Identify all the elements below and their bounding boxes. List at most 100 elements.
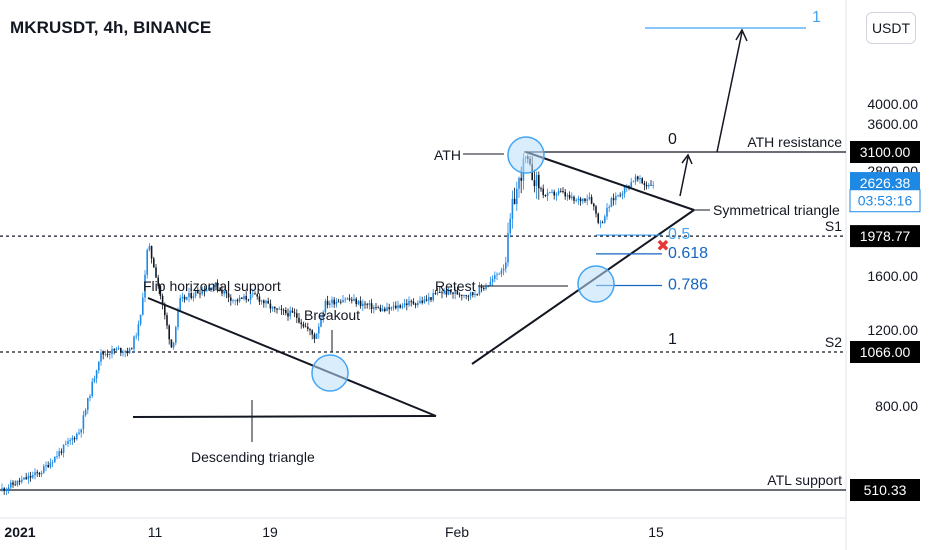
candle-body [399,305,401,308]
price-label-atl: 510.33 [850,479,920,501]
level-label-s1: S1 [825,218,842,234]
candle-body [436,292,439,294]
candle-body [157,277,159,287]
candle-body [225,291,228,294]
candle-body [392,305,395,308]
candle-body [311,330,313,335]
candle-body [89,396,91,399]
candle-body [595,206,597,214]
candle-body [648,184,650,187]
candle-body [21,479,23,482]
candle-body [232,300,234,302]
candle-body [566,195,569,197]
fib-label: 0.618 [668,245,708,262]
candle-body [148,245,151,250]
candle-body [293,312,296,314]
candle-body [54,456,56,463]
candle-body [179,297,181,311]
highlight-circle [507,136,545,174]
candle-body [575,200,577,201]
candle-body [320,318,322,327]
candle-body [652,185,654,186]
candle-body [168,325,170,340]
candle-body [557,190,560,194]
price-label-ath: 3100.00 [850,141,920,163]
candle-body [58,451,60,457]
currency-button[interactable]: USDT [866,12,916,44]
candle-body [159,286,162,296]
candle-body [641,178,643,184]
candle-body [619,195,621,197]
candle-body [298,317,300,323]
candle-body [505,262,507,269]
price-label-s1: 1978.77 [850,225,920,248]
annotation-symmetrical-triangle: Symmetrical triangle [713,202,840,218]
x-tick-label: 19 [262,524,278,540]
candle-body [276,308,278,310]
candle-body [403,303,406,306]
price-label-bg [850,141,920,163]
x-tick-label: 15 [648,524,664,540]
candle-body [359,300,362,307]
candle-body [549,192,551,193]
y-tick-label: 1600.00 [867,268,918,284]
candle-body [91,381,93,397]
candle-body [507,233,509,263]
level-label-atl-support: ATL support [767,472,842,488]
candle-body [5,489,8,491]
candle-body [388,307,390,310]
candle-body [269,303,272,309]
candle-body [562,191,564,192]
candle-body [25,477,27,480]
candle-body [364,303,366,305]
candle-body [355,298,357,305]
candle-body [267,300,269,304]
candle-body [518,177,520,189]
fib-label: 0 [668,131,677,148]
candle-body [408,300,410,306]
candle-body [271,306,274,309]
candle-body [351,299,353,301]
candle-body [208,287,210,290]
candle-body [104,354,107,355]
candle-body [98,361,100,371]
candle-body [144,274,146,298]
candle-body [329,303,331,305]
candle-body [203,289,206,292]
candle-body [520,177,522,181]
candle-body [324,300,327,313]
candle-body [142,297,144,315]
candle-body [76,433,78,440]
price-label-bg [850,479,920,501]
price-label-bg [850,340,920,363]
candle-body [241,297,243,299]
candle-body [137,324,140,336]
candle-body [509,218,511,234]
candle-body [390,307,393,310]
candle-body [188,293,190,297]
candle-body [419,300,421,303]
y-tick-label: 3600.00 [867,116,918,132]
candle-body [491,278,494,282]
candle-body [617,195,619,197]
candle-body [318,326,320,334]
candle-body [10,482,12,488]
candle-body [375,307,377,308]
candle-body [65,443,67,445]
candle-body [254,293,256,295]
candle-body [183,296,186,300]
candle-body [368,303,371,305]
candle-body [313,334,316,339]
candle-body [93,378,96,382]
candle-body [304,326,307,328]
candle-body [126,351,129,354]
candle-body [38,472,41,475]
candle-body [425,299,428,301]
candle-body [95,370,98,379]
candle-body [115,348,118,351]
candle-body [606,207,608,217]
candle-body [335,301,338,305]
candle-body [265,300,267,304]
candle-body [423,299,426,303]
